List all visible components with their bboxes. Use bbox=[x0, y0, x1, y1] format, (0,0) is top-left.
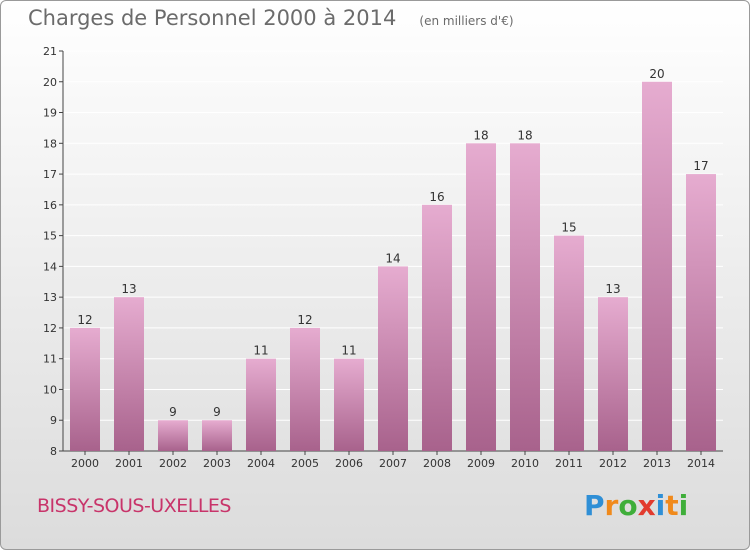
y-tick-label: 11 bbox=[43, 353, 57, 366]
x-tick-label: 2003 bbox=[203, 457, 231, 470]
data-label: 11 bbox=[253, 344, 268, 358]
bar bbox=[202, 420, 232, 451]
y-tick-label: 10 bbox=[43, 383, 57, 396]
x-tick-label: 2014 bbox=[687, 457, 715, 470]
data-label: 20 bbox=[649, 67, 664, 81]
logo-letter: r bbox=[604, 489, 619, 522]
bar bbox=[466, 143, 496, 452]
bar bbox=[422, 204, 452, 451]
y-tick-label: 16 bbox=[43, 199, 57, 212]
data-label: 9 bbox=[169, 405, 177, 419]
bar bbox=[598, 297, 628, 451]
y-tick-label: 20 bbox=[43, 76, 57, 89]
y-tick-label: 18 bbox=[43, 137, 57, 150]
data-label: 9 bbox=[213, 405, 221, 419]
bar bbox=[114, 297, 144, 451]
bar bbox=[158, 420, 188, 451]
y-tick-label: 12 bbox=[43, 322, 57, 335]
y-tick-label: 13 bbox=[43, 291, 57, 304]
title-row: Charges de Personnel 2000 à 2014 (en mil… bbox=[28, 6, 514, 30]
logo-letter: x bbox=[637, 489, 656, 522]
bar bbox=[70, 327, 100, 451]
y-tick-label: 21 bbox=[43, 45, 57, 58]
x-tick-label: 2000 bbox=[71, 457, 99, 470]
bar bbox=[510, 143, 540, 452]
y-tick-label: 14 bbox=[43, 260, 57, 273]
x-tick-label: 2010 bbox=[511, 457, 539, 470]
x-tick-label: 2009 bbox=[467, 457, 495, 470]
x-tick-label: 2004 bbox=[247, 457, 275, 470]
y-tick-label: 17 bbox=[43, 168, 57, 181]
x-tick-label: 2006 bbox=[335, 457, 363, 470]
y-tick-label: 19 bbox=[43, 107, 57, 120]
logo-letter: o bbox=[618, 489, 638, 522]
y-tick-label: 8 bbox=[50, 445, 57, 458]
x-tick-label: 2008 bbox=[423, 457, 451, 470]
data-label: 12 bbox=[297, 313, 312, 327]
x-tick-label: 2005 bbox=[291, 457, 319, 470]
proxiti-logo: Proxiti bbox=[584, 489, 688, 522]
x-tick-label: 2007 bbox=[379, 457, 407, 470]
bar bbox=[642, 81, 672, 452]
chart-subtitle: (en milliers d'€) bbox=[419, 14, 514, 28]
x-tick-label: 2002 bbox=[159, 457, 187, 470]
x-tick-label: 2011 bbox=[555, 457, 583, 470]
logo-letter: i bbox=[678, 489, 689, 522]
bar bbox=[554, 235, 584, 451]
data-label: 13 bbox=[121, 282, 136, 296]
y-tick-label: 9 bbox=[50, 414, 57, 427]
chart-title: Charges de Personnel 2000 à 2014 bbox=[28, 6, 397, 30]
bar bbox=[378, 266, 408, 451]
data-label: 18 bbox=[517, 128, 532, 142]
commune-name: BISSY-SOUS-UXELLES bbox=[37, 495, 231, 517]
data-label: 15 bbox=[561, 221, 576, 235]
data-label: 11 bbox=[341, 344, 356, 358]
x-tick-label: 2001 bbox=[115, 457, 143, 470]
data-label: 13 bbox=[605, 282, 620, 296]
data-label: 17 bbox=[693, 159, 708, 173]
data-label: 14 bbox=[385, 251, 400, 265]
bar bbox=[290, 327, 320, 451]
bar bbox=[334, 358, 364, 451]
logo-letter: P bbox=[584, 489, 605, 522]
logo-letter: i bbox=[655, 489, 666, 522]
logo-letter: t bbox=[665, 489, 679, 522]
bar bbox=[686, 174, 716, 452]
x-tick-label: 2013 bbox=[643, 457, 671, 470]
y-tick-label: 15 bbox=[43, 230, 57, 243]
data-label: 12 bbox=[77, 313, 92, 327]
data-label: 16 bbox=[429, 190, 444, 204]
bar bbox=[246, 358, 276, 451]
x-tick-label: 2012 bbox=[599, 457, 627, 470]
data-label: 18 bbox=[473, 128, 488, 142]
